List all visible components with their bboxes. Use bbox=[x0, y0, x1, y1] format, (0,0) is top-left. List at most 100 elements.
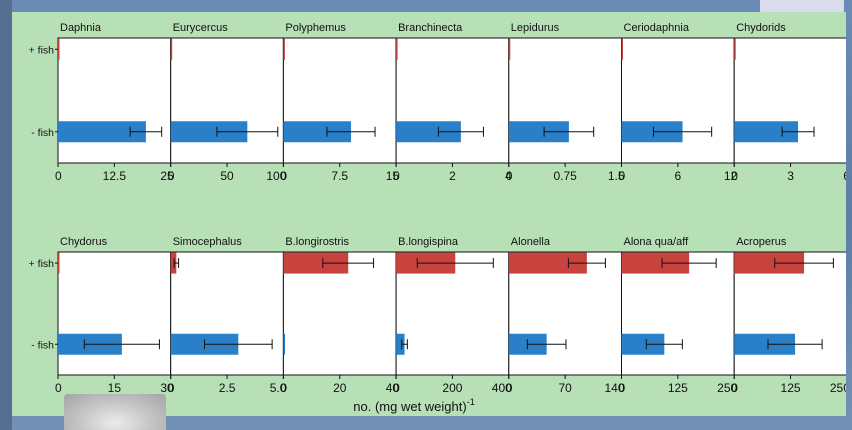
x-tick-label-polyphemus: 7.5 bbox=[331, 169, 348, 183]
bar-chydorids-minus-fish bbox=[734, 121, 799, 143]
x-axis-label-exponent: -1 bbox=[467, 397, 475, 407]
x-tick-label-branchinecta: 2 bbox=[449, 169, 456, 183]
x-tick-label-ceriodaphnia: 0 bbox=[619, 169, 626, 183]
y-category-label-minus-fish: - fish bbox=[31, 127, 54, 139]
bar-b-longirostris-minus-fish bbox=[283, 333, 286, 355]
x-tick-label-alona-qua-aff: 0 bbox=[619, 381, 626, 395]
x-tick-label-daphnia: 0 bbox=[55, 169, 62, 183]
panel-title-acroperus: Acroperus bbox=[736, 236, 787, 248]
panel-title-chydorids: Chydorids bbox=[736, 22, 786, 34]
x-tick-label-chydorids: 3 bbox=[787, 169, 794, 183]
x-axis-label-text: no. (mg wet weight) bbox=[353, 399, 466, 414]
plot-area-daphnia bbox=[57, 37, 172, 164]
bar-daphnia-minus-fish bbox=[58, 121, 146, 143]
bar-polyphemus-minus-fish bbox=[283, 121, 352, 143]
panel-title-alonella: Alonella bbox=[511, 236, 551, 248]
plot-area-eurycercus bbox=[170, 37, 284, 164]
x-tick-label-branchinecta: 4 bbox=[505, 169, 512, 183]
x-tick-label-polyphemus: 0 bbox=[280, 169, 287, 183]
x-tick-label-ceriodaphnia: 12 bbox=[724, 169, 738, 183]
x-tick-label-eurycercus: 100 bbox=[266, 169, 286, 183]
x-tick-label-alona-qua-aff: 125 bbox=[668, 381, 688, 395]
x-tick-label-daphnia: 12.5 bbox=[103, 169, 127, 183]
bar-alona-qua-aff-plus-fish bbox=[621, 252, 690, 274]
plot-area-chydorus bbox=[57, 251, 172, 376]
panel-title-polyphemus: Polyphemus bbox=[285, 22, 346, 34]
plot-area-polyphemus bbox=[282, 37, 397, 164]
bar-lepidurus-minus-fish bbox=[508, 121, 569, 143]
x-tick-label-b-longispina: 0 bbox=[393, 381, 400, 395]
panel-title-lepidurus: Lepidurus bbox=[511, 22, 560, 34]
figure-panel: no. (mg wet weight)-1 Daphnia 0 12.5 25 Eury… bbox=[12, 12, 851, 416]
panel-title-alona-qua-aff: Alona qua/aff bbox=[624, 236, 690, 248]
panel-title-eurycercus: Eurycercus bbox=[173, 22, 229, 34]
x-tick-label-branchinecta: 0 bbox=[393, 169, 400, 183]
x-tick-label-daphnia: 25 bbox=[160, 169, 174, 183]
bar-b-longispina-minus-fish bbox=[396, 333, 405, 355]
x-tick-label-acroperus: 250 bbox=[830, 381, 846, 395]
x-tick-label-ceriodaphnia: 6 bbox=[675, 169, 682, 183]
bar-alona-qua-aff-minus-fish bbox=[621, 333, 665, 355]
x-axis-label: no. (mg wet weight)-1 bbox=[353, 397, 474, 414]
plot-area-branchinecta bbox=[395, 37, 510, 164]
background-strip bbox=[0, 0, 12, 430]
bar-polyphemus-plus-fish bbox=[283, 38, 285, 60]
y-category-label-plus-fish: + fish bbox=[29, 258, 55, 270]
bar-eurycercus-plus-fish bbox=[170, 38, 173, 60]
x-tick-label-chydorids: 0 bbox=[731, 169, 738, 183]
y-category-label-plus-fish: + fish bbox=[29, 44, 55, 56]
panel-title-ceriodaphnia: Ceriodaphnia bbox=[624, 22, 690, 34]
x-tick-label-alona-qua-aff: 250 bbox=[717, 381, 737, 395]
x-tick-label-polyphemus: 15 bbox=[386, 169, 400, 183]
y-category-label-minus-fish: - fish bbox=[31, 339, 54, 351]
x-tick-label-acroperus: 125 bbox=[781, 381, 801, 395]
x-tick-label-simocephalus: 0 bbox=[168, 381, 175, 395]
x-tick-label-lepidurus: 0 bbox=[506, 169, 513, 183]
panel-title-b-longirostris: B.longirostris bbox=[285, 236, 349, 248]
panel-title-b-longispina: B.longispina bbox=[398, 236, 459, 248]
panel-title-daphnia: Daphnia bbox=[60, 22, 102, 34]
x-tick-label-chydorus: 0 bbox=[55, 381, 62, 395]
bar-ceriodaphnia-plus-fish bbox=[621, 38, 623, 60]
bar-branchinecta-minus-fish bbox=[396, 121, 461, 143]
bar-lepidurus-plus-fish bbox=[508, 38, 511, 60]
bar-b-longirostris-plus-fish bbox=[283, 252, 349, 274]
panel-title-chydorus: Chydorus bbox=[60, 236, 108, 248]
x-tick-label-simocephalus: 5.0 bbox=[270, 381, 287, 395]
x-tick-label-chydorus: 15 bbox=[108, 381, 122, 395]
x-tick-label-alonella: 70 bbox=[558, 381, 572, 395]
panel-title-branchinecta: Branchinecta bbox=[398, 22, 463, 34]
bar-ceriodaphnia-minus-fish bbox=[621, 121, 683, 143]
x-tick-label-alonella: 140 bbox=[604, 381, 624, 395]
bar-chydorids-plus-fish bbox=[734, 38, 736, 60]
plot-area-lepidurus bbox=[508, 37, 622, 164]
x-tick-label-acroperus: 0 bbox=[731, 381, 738, 395]
x-tick-label-simocephalus: 2.5 bbox=[219, 381, 236, 395]
bar-chydorus-plus-fish bbox=[58, 252, 60, 274]
x-tick-label-b-longirostris: 40 bbox=[386, 381, 400, 395]
bar-acroperus-minus-fish bbox=[734, 333, 796, 355]
x-tick-label-lepidurus: 0.75 bbox=[553, 169, 577, 183]
panel-title-simocephalus: Simocephalus bbox=[173, 236, 243, 248]
x-tick-label-chydorus: 30 bbox=[160, 381, 174, 395]
bar-alonella-plus-fish bbox=[508, 252, 587, 274]
x-tick-label-eurycercus: 50 bbox=[220, 169, 234, 183]
x-tick-label-lepidurus: 1.5 bbox=[608, 169, 625, 183]
bar-daphnia-plus-fish bbox=[58, 38, 60, 60]
x-tick-label-b-longispina: 400 bbox=[492, 381, 512, 395]
x-tick-label-b-longirostris: 0 bbox=[280, 381, 287, 395]
plot-area-simocephalus bbox=[170, 251, 284, 376]
bar-acroperus-plus-fish bbox=[734, 252, 805, 274]
bar-branchinecta-plus-fish bbox=[396, 38, 398, 60]
bar-chart-grid: no. (mg wet weight)-1 Daphnia 0 12.5 25 Eury… bbox=[29, 22, 851, 414]
x-tick-label-b-longispina: 200 bbox=[442, 381, 462, 395]
plot-area-chydorids bbox=[733, 37, 848, 164]
x-tick-label-eurycercus: 0 bbox=[168, 169, 175, 183]
x-tick-label-alonella: 0 bbox=[506, 381, 513, 395]
bar-simocephalus-plus-fish bbox=[170, 252, 177, 274]
x-tick-label-chydorids: 6 bbox=[843, 169, 846, 183]
bar-eurycercus-minus-fish bbox=[170, 121, 248, 143]
plot-area-ceriodaphnia bbox=[621, 37, 735, 164]
x-tick-label-b-longirostris: 20 bbox=[333, 381, 347, 395]
